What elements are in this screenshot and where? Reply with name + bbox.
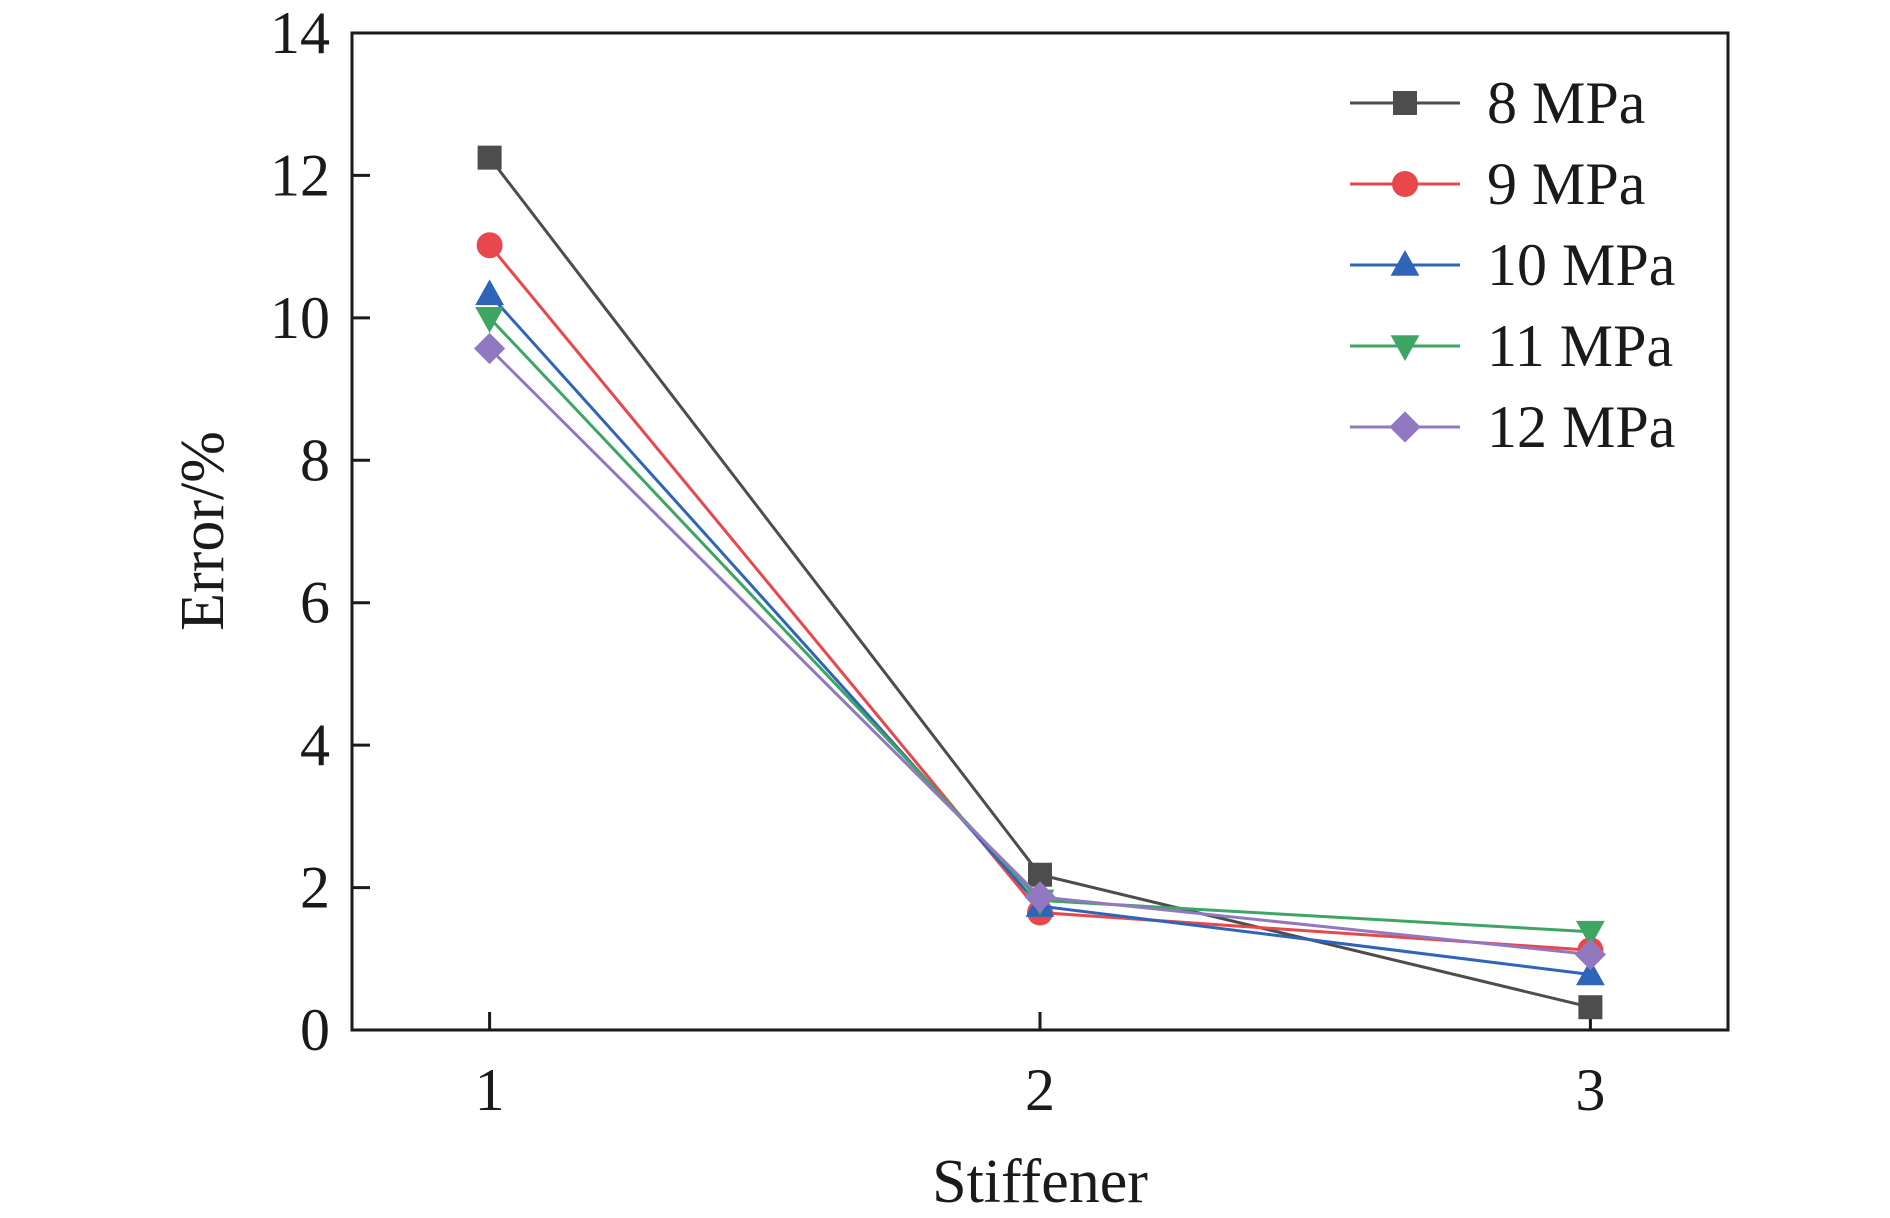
y-tick-label: 4 <box>300 712 330 778</box>
series-11-mpa <box>475 307 1605 947</box>
y-tick-label: 6 <box>300 570 330 636</box>
y-tick-label: 8 <box>300 427 330 493</box>
data-point <box>1576 920 1605 947</box>
y-axis: 0 2 4 6 8 10 12 14 <box>270 0 370 1063</box>
series-line <box>488 244 1591 952</box>
x-tick-label: 1 <box>475 1057 505 1123</box>
y-tick-label: 14 <box>270 0 330 66</box>
data-point <box>475 279 504 306</box>
data-point <box>475 307 504 333</box>
legend-marker <box>1393 91 1417 115</box>
x-axis-title: Stiffener <box>932 1148 1148 1216</box>
series-line <box>488 316 1591 934</box>
legend-item: 10 MPa <box>1350 232 1675 298</box>
legend-label: 10 MPa <box>1487 232 1675 298</box>
legend-item: 12 MPa <box>1350 394 1675 460</box>
legend-item: 8 MPa <box>1350 70 1645 136</box>
y-axis-title: Error/% <box>169 431 237 631</box>
series-8-mpa <box>477 145 1603 1020</box>
legend-marker <box>1390 250 1420 276</box>
series-9-mpa <box>476 232 1604 964</box>
data-point <box>1574 938 1606 971</box>
y-tick-label: 2 <box>300 855 330 921</box>
data-point <box>477 145 502 170</box>
legend-item: 9 MPa <box>1350 151 1645 217</box>
y-tick-label: 0 <box>300 997 330 1063</box>
legend: 8 MPa 9 MPa 10 MPa 11 MPa 12 MPa <box>1350 70 1675 460</box>
data-point <box>1024 881 1056 913</box>
legend-marker <box>1392 171 1418 197</box>
data-point <box>476 232 503 259</box>
series-layer <box>474 145 1606 1020</box>
x-tick-label: 3 <box>1575 1057 1605 1123</box>
legend-label: 9 MPa <box>1487 151 1645 217</box>
legend-label: 11 MPa <box>1487 313 1673 379</box>
legend-label: 8 MPa <box>1487 70 1645 136</box>
legend-label: 12 MPa <box>1487 394 1675 460</box>
data-point <box>1578 995 1603 1020</box>
legend-marker <box>1390 335 1420 361</box>
y-tick-label: 10 <box>270 285 330 351</box>
series-12-mpa <box>474 332 1606 971</box>
legend-marker <box>1389 411 1421 443</box>
y-tick-label: 12 <box>270 142 330 208</box>
data-point <box>1576 959 1605 986</box>
legend-item: 11 MPa <box>1350 313 1673 379</box>
x-tick-label: 2 <box>1025 1057 1055 1123</box>
data-point <box>474 332 506 365</box>
x-axis: 1 2 3 <box>475 1012 1605 1123</box>
